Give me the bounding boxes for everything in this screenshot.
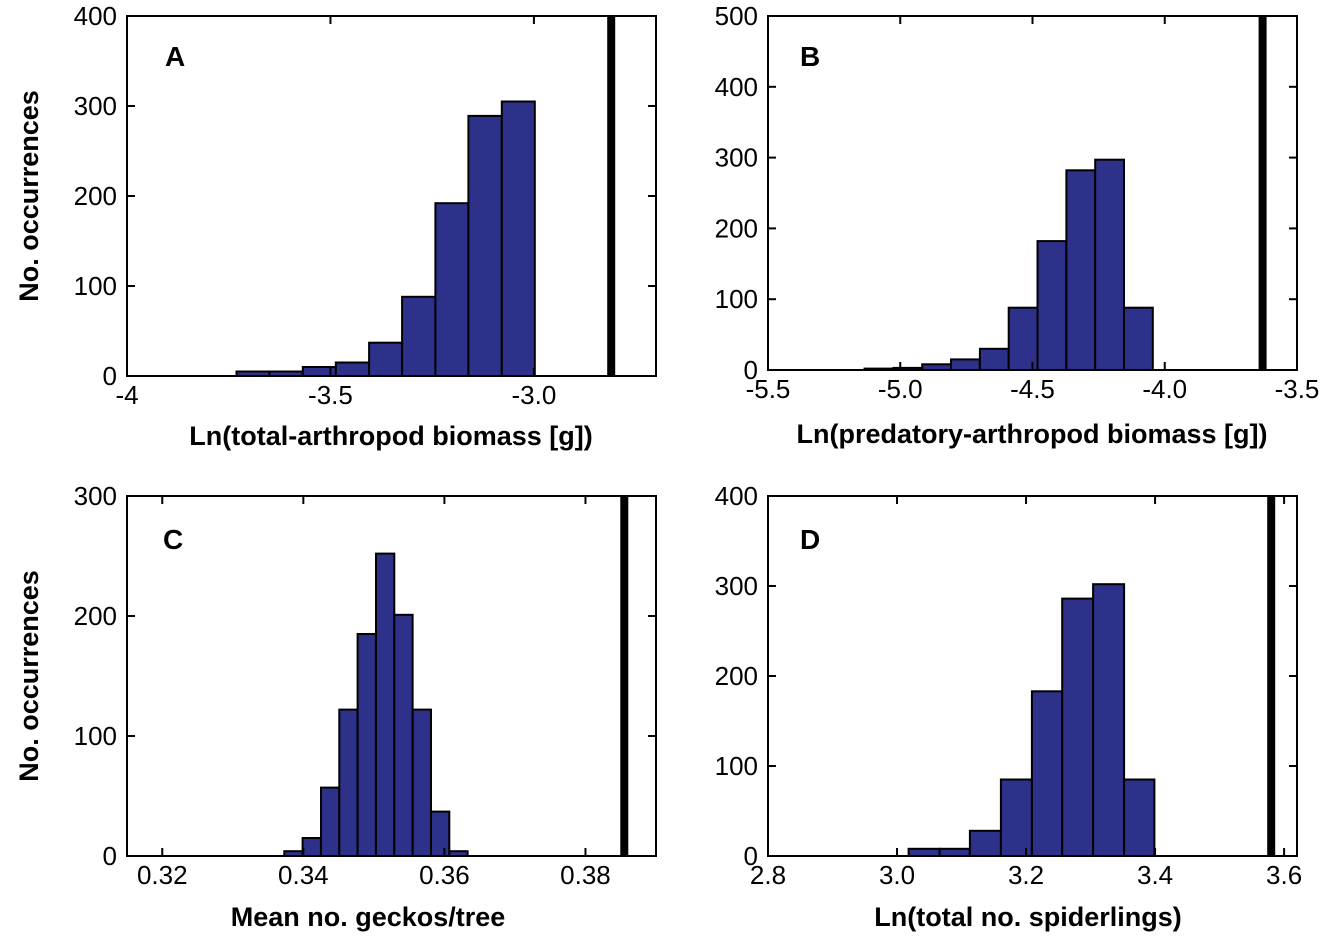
panel-c-x-tick-label: 0.34: [278, 860, 329, 890]
panel-d-y-tick-label: 200: [715, 661, 758, 691]
panel-d-x-tick-label: 2.8: [750, 860, 786, 890]
panel-a: -4 -3.5 -3.0 0 100 200 300 400 A Ln(total-arthr…: [14, 1, 657, 451]
panel-c-x-tick-label: 0.36: [419, 860, 470, 890]
panel-d-bar: [1061, 597, 1095, 857]
panel-c-letter: C: [163, 524, 183, 555]
panel-a-x-tick-label: -4: [115, 380, 138, 410]
panel-c-x-tick-label: 0.38: [560, 860, 611, 890]
panel-b-x-tick-label: -4.5: [1010, 374, 1055, 404]
panel-b-y-tick-label: 0: [744, 355, 758, 385]
panel-d-bar: [1123, 778, 1156, 857]
panel-d-y-tick-label: 0: [744, 841, 758, 871]
panel-a-x-tick-label: -3.0: [512, 380, 557, 410]
panel-b-x-tick-label: -5.5: [746, 374, 791, 404]
panel-a-letter: A: [165, 41, 185, 72]
panel-a-y-tick-label: 100: [74, 271, 117, 301]
panel-b-ticks: -5.5 -5.0 -4.5 -4.0 -3.5 0 100 200 300 400 500: [715, 1, 1320, 404]
panel-b-x-tick-label: -5.0: [878, 374, 923, 404]
panel-b-bars: [863, 158, 1154, 372]
panel-c-bar: [430, 810, 451, 857]
panel-d-x-tick-label: 3.4: [1137, 860, 1173, 890]
panel-a-y-axis-label: No. occurrences: [14, 90, 44, 302]
panel-d-ticks: 2.8 3.0 3.2 3.4 3.6 0 100 200 300 400: [715, 481, 1303, 890]
panel-c-bar: [375, 552, 396, 857]
panel-a-y-tick-label: 200: [74, 181, 117, 211]
panel-d: 2.8 3.0 3.2 3.4 3.6 0 100 200 300 400 D Ln(total …: [715, 481, 1303, 932]
panel-b-x-tick-label: -3.5: [1275, 374, 1320, 404]
panel-b-bar: [1007, 306, 1039, 372]
panel-d-bars: [907, 583, 1156, 857]
panel-c-y-tick-label: 300: [74, 481, 117, 511]
panel-b-bar: [950, 358, 981, 371]
panel-b-y-tick-label: 300: [715, 143, 758, 173]
panel-b-bar: [1065, 169, 1097, 371]
panel-a-x-axis-label: Ln(total-arthropod biomass [g]): [189, 421, 592, 451]
panel-b-letter: B: [800, 41, 820, 72]
panel-b-bar: [1094, 158, 1125, 371]
panel-d-x-tick-label: 3.0: [879, 860, 915, 890]
panel-d-bar: [999, 778, 1033, 857]
panel-a-bar: [434, 202, 470, 377]
panel-a-axes-frame: [126, 15, 657, 377]
panel-d-x-axis-label: Ln(total no. spiderlings): [874, 902, 1181, 932]
panel-a-bar: [467, 114, 503, 378]
panel-c-x-tick-label: 0.32: [137, 860, 188, 890]
panel-d-bar: [938, 847, 971, 857]
panel-a-bar: [500, 100, 536, 377]
panel-c-bar: [393, 613, 414, 857]
panel-d-y-tick-label: 100: [715, 751, 758, 781]
panel-a-y-tick-label: 0: [103, 361, 117, 391]
panel-c-y-tick-label: 0: [103, 841, 117, 871]
panel-a-x-tick-label: -3.5: [308, 380, 353, 410]
panel-b-x-tick-label: -4.0: [1142, 374, 1187, 404]
panel-c-bar: [411, 708, 433, 857]
panel-b-x-axis-label: Ln(predatory-arthropod biomass [g]): [797, 419, 1268, 449]
panel-c-y-axis-label: No. occurrences: [14, 570, 44, 782]
panel-c-x-axis-label: Mean no. geckos/tree: [231, 902, 506, 932]
panel-b-y-tick-label: 500: [715, 1, 758, 31]
panel-b-bar: [978, 347, 1010, 371]
panel-b: -5.5 -5.0 -4.5 -4.0 -3.5 0 100 200 300 400 500 B L…: [715, 1, 1320, 449]
panel-b-bar: [1123, 306, 1154, 372]
panel-c: 0.32 0.34 0.36 0.38 0 100 200 300 C Mean no. ge…: [14, 481, 657, 932]
panel-d-bar: [1030, 690, 1064, 857]
panel-c-bar: [338, 708, 359, 857]
panel-c-y-tick-label: 200: [74, 601, 117, 631]
panel-c-ticks: 0.32 0.34 0.36 0.38 0 100 200 300: [74, 481, 656, 890]
panel-c-axes-frame: [126, 495, 657, 857]
panel-c-y-tick-label: 100: [74, 721, 117, 751]
panel-c-bar: [301, 837, 322, 857]
panel-d-x-tick-label: 3.6: [1266, 860, 1302, 890]
panel-d-y-tick-label: 300: [715, 571, 758, 601]
panel-d-bar: [968, 829, 1002, 857]
panel-d-y-tick-label: 400: [715, 481, 758, 511]
panel-c-bars: [283, 552, 469, 858]
panel-d-bar: [1092, 583, 1126, 857]
panel-c-bar: [320, 786, 341, 857]
panel-d-x-tick-label: 3.2: [1008, 860, 1044, 890]
panel-a-ticks: -4 -3.5 -3.0 0 100 200 300 400: [74, 1, 656, 410]
panel-c-bar: [356, 633, 377, 857]
panel-d-bar: [907, 847, 941, 857]
panel-a-y-tick-label: 300: [74, 91, 117, 121]
panel-b-y-tick-label: 400: [715, 72, 758, 102]
panel-b-y-tick-label: 200: [715, 213, 758, 243]
panel-a-bar: [401, 295, 437, 377]
panel-a-bars: [235, 100, 536, 378]
panel-b-y-tick-label: 100: [715, 284, 758, 314]
panel-d-letter: D: [800, 524, 820, 555]
panel-a-bar: [368, 341, 404, 378]
panel-a-bar: [334, 361, 371, 377]
panel-a-y-tick-label: 400: [74, 1, 117, 31]
panel-b-bar: [1036, 240, 1068, 371]
